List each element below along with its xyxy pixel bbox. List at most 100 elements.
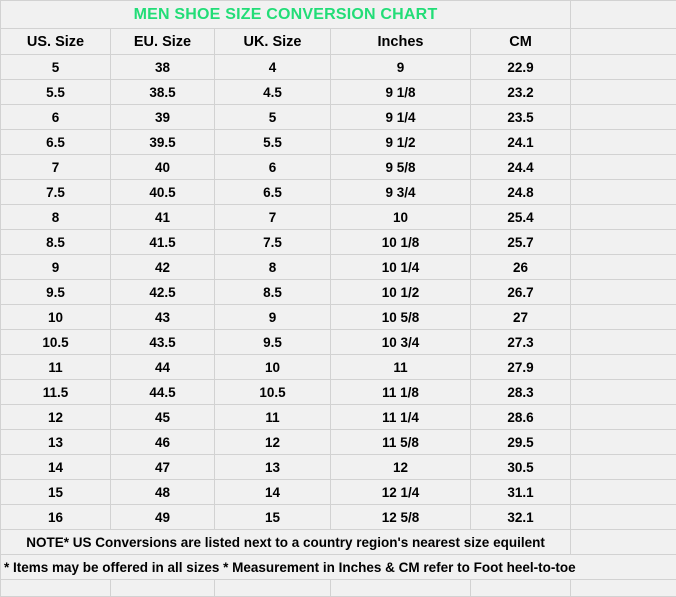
empty-cell [571,530,676,555]
table-cell: 28.6 [471,405,571,430]
empty-cell [215,580,331,597]
column-header: EU. Size [111,29,215,55]
table-cell: 39 [111,105,215,130]
table-cell: 9.5 [1,280,111,305]
table-cell: 12 5/8 [331,505,471,530]
table-cell: 49 [111,505,215,530]
table-cell: 10.5 [215,380,331,405]
note-row-2: * Items may be offered in all sizes * Me… [1,555,676,580]
empty-cell [571,29,676,55]
note-row-1: NOTE* US Conversions are listed next to … [1,530,676,555]
table-cell: 15 [215,505,331,530]
empty-cell [571,455,676,480]
empty-cell [571,505,676,530]
table-cell: 12 [331,455,471,480]
table-cell: 16 [1,505,111,530]
table-cell: 12 [1,405,111,430]
table-cell: 10 [215,355,331,380]
table-cell: 38 [111,55,215,80]
empty-cell [571,280,676,305]
trailing-empty-row [1,580,676,597]
table-cell: 23.5 [471,105,571,130]
table-cell: 9 3/4 [331,180,471,205]
table-cell: 11 5/8 [331,430,471,455]
table-cell: 15 [1,480,111,505]
table-cell: 9 1/4 [331,105,471,130]
table-cell: 8 [1,205,111,230]
table-cell: 24.4 [471,155,571,180]
table-cell: 9 1/8 [331,80,471,105]
table-cell: 10 1/8 [331,230,471,255]
table-cell: 12 [215,430,331,455]
table-cell: 43.5 [111,330,215,355]
table-cell: 11.5 [1,380,111,405]
table-cell: 44.5 [111,380,215,405]
table-cell: 42 [111,255,215,280]
chart-title: MEN SHOE SIZE CONVERSION CHART [1,1,571,29]
table-cell: 13 [215,455,331,480]
table-cell: 29.5 [471,430,571,455]
empty-cell [571,480,676,505]
table-cell: 47 [111,455,215,480]
empty-cell [111,580,215,597]
table-cell: 41 [111,205,215,230]
table-cell: 25.4 [471,205,571,230]
table-cell: 28.3 [471,380,571,405]
table-cell: 27.3 [471,330,571,355]
table-cell: 13 [1,430,111,455]
table-cell: 44 [111,355,215,380]
table-cell: 9 [331,55,471,80]
empty-cell [571,405,676,430]
table-cell: 32.1 [471,505,571,530]
empty-cell [571,330,676,355]
table-cell: 43 [111,305,215,330]
table-cell: 45 [111,405,215,430]
table-cell: 26 [471,255,571,280]
table-cell: 7 [215,205,331,230]
table-cell: 11 [215,405,331,430]
table-cell: 5.5 [215,130,331,155]
table-cell: 11 1/4 [331,405,471,430]
table-cell: 4 [215,55,331,80]
table-cell: 5 [215,105,331,130]
table-cell: 48 [111,480,215,505]
empty-cell [571,180,676,205]
empty-cell [571,430,676,455]
table-cell: 40.5 [111,180,215,205]
empty-cell [331,580,471,597]
table-cell: 25.7 [471,230,571,255]
table-cell: 40 [111,155,215,180]
table-cell: 6.5 [1,130,111,155]
table-cell: 8.5 [1,230,111,255]
empty-cell [571,380,676,405]
empty-cell [571,105,676,130]
table-cell: 6 [1,105,111,130]
empty-cell [471,580,571,597]
table-cell: 8 [215,255,331,280]
empty-cell [571,255,676,280]
table-cell: 7.5 [1,180,111,205]
table-cell: 27.9 [471,355,571,380]
table-cell: 26.7 [471,280,571,305]
table-cell: 11 [1,355,111,380]
empty-cell [571,80,676,105]
empty-cell [571,205,676,230]
note-text-primary: NOTE* US Conversions are listed next to … [1,530,571,555]
note-text-secondary: * Items may be offered in all sizes * Me… [1,555,676,580]
table-cell: 23.2 [471,80,571,105]
empty-cell [571,1,676,29]
